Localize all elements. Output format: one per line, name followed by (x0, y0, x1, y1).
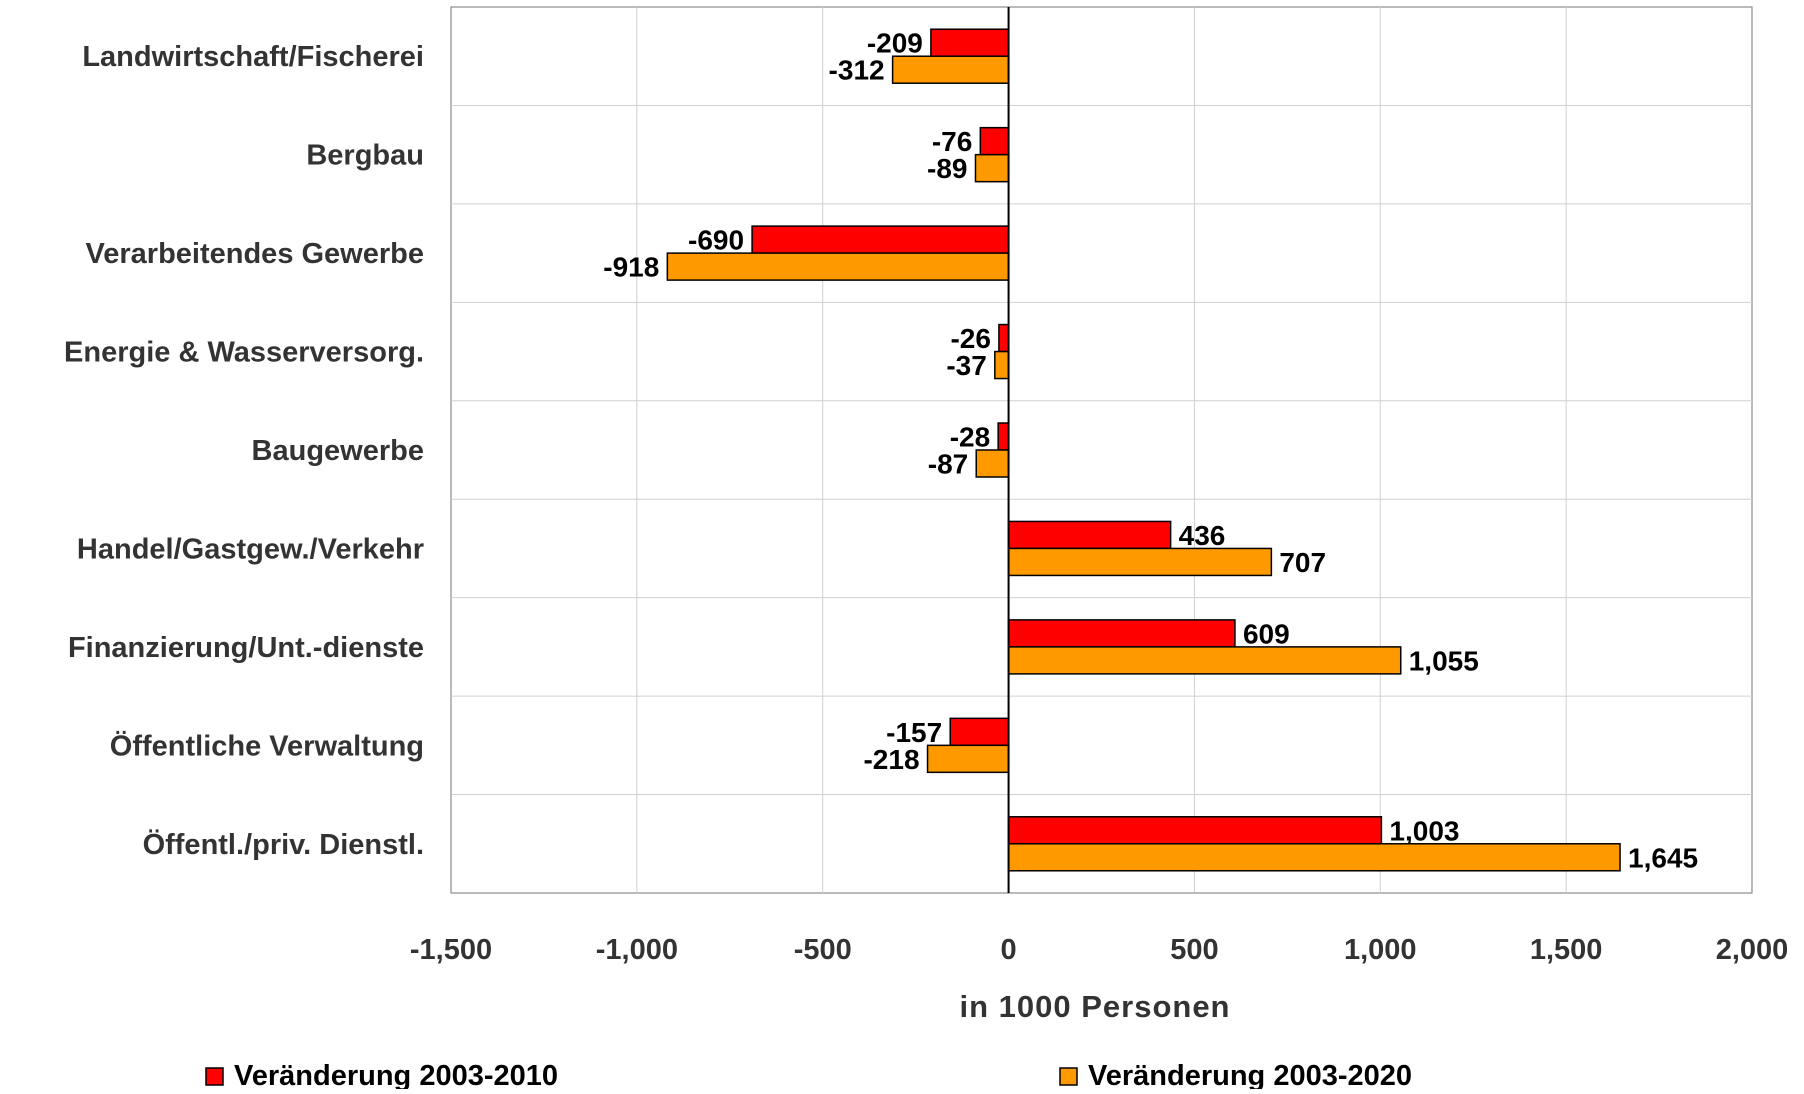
data-label: -918 (603, 252, 659, 283)
x-axis-title: in 1000 Personen (959, 989, 1230, 1024)
category-label: Handel/Gastgew./Verkehr (77, 533, 424, 565)
data-label: 1,003 (1389, 815, 1459, 846)
data-label: -89 (927, 153, 967, 184)
bar-series-2 (666, 252, 1010, 281)
category-label: Baugewerbe (252, 435, 424, 467)
category-label: Öffentl./priv. Dienstl. (143, 828, 424, 861)
data-label: -157 (886, 717, 942, 748)
x-tick-label: 0 (1001, 934, 1017, 966)
data-label: -218 (863, 744, 919, 775)
legend-label: Veränderung 2003-2020 (1088, 1060, 1412, 1089)
data-label: -87 (928, 449, 968, 480)
category-label: Landwirtschaft/Fischerei (82, 41, 424, 73)
data-label: 609 (1243, 618, 1290, 649)
x-tick-label: 500 (1170, 934, 1218, 966)
bar-series-1 (949, 717, 1010, 747)
bar-series-1 (998, 323, 1010, 353)
bar-series-1 (1007, 619, 1236, 648)
legend-swatch (1059, 1067, 1078, 1086)
bar-series-2 (926, 744, 1010, 774)
bar-series-1 (979, 126, 1010, 156)
data-label: 1,055 (1409, 645, 1479, 676)
x-tick-label: 2,000 (1716, 934, 1789, 966)
bar-series-2 (975, 449, 1010, 478)
bar-series-1 (930, 28, 1010, 57)
data-label: 707 (1279, 547, 1326, 578)
data-label: 436 (1179, 520, 1226, 551)
bar-series-1 (1007, 520, 1172, 550)
data-label: -312 (829, 55, 885, 86)
bar-series-2 (1007, 843, 1621, 872)
data-label: -76 (932, 126, 972, 157)
bar-series-2 (1007, 646, 1402, 675)
category-label: Energie & Wasserversorg. (64, 337, 424, 369)
legend-label: Veränderung 2003-2010 (234, 1060, 558, 1089)
bar-series-2 (974, 153, 1010, 183)
data-label: -28 (950, 422, 990, 453)
bar-series-1 (997, 422, 1010, 451)
data-label: -690 (688, 225, 744, 256)
data-label: -37 (946, 350, 986, 381)
bar-series-1 (1007, 816, 1383, 845)
data-label: -209 (867, 28, 923, 59)
bar-series-2 (891, 55, 1010, 84)
bar-series-2 (994, 350, 1010, 380)
data-label: 1,645 (1628, 842, 1698, 873)
x-tick-label: 1,500 (1530, 934, 1603, 966)
bar-series-2 (1007, 547, 1273, 577)
category-label: Verarbeitendes Gewerbe (86, 238, 425, 270)
category-label: Finanzierung/Unt.-dienste (68, 632, 424, 664)
legend-swatch (205, 1067, 224, 1086)
x-tick-label: -1,000 (596, 934, 678, 966)
plot-area (450, 6, 1753, 894)
category-label: Bergbau (306, 140, 424, 172)
x-tick-label: -1,500 (410, 934, 492, 966)
x-tick-label: -500 (794, 934, 852, 966)
data-label: -26 (950, 323, 990, 354)
x-tick-label: 1,000 (1344, 934, 1417, 966)
bar-series-1 (751, 225, 1010, 254)
category-label: Öffentliche Verwaltung (110, 729, 424, 762)
